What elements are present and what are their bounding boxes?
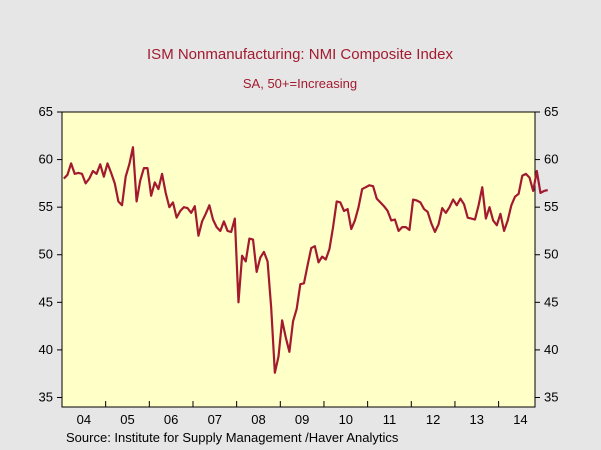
y-tick-label-right: 40 [544,342,558,357]
x-tick-label: 04 [77,412,91,427]
y-tick-label-left: 45 [39,294,53,309]
x-tick-label: 09 [295,412,309,427]
y-tick-label-left: 60 [39,152,53,167]
x-tick-label: 10 [339,412,353,427]
x-tick-label: 11 [383,412,397,427]
x-tick-label: 05 [120,412,134,427]
source-note: Source: Institute for Supply Management … [66,430,399,445]
x-tick-label: 07 [208,412,222,427]
y-tick-label-right: 55 [544,199,558,214]
x-tick-label: 14 [513,412,527,427]
y-tick-label-left: 35 [39,389,53,404]
y-axis-left: 35 40 45 50 55 60 65 [39,104,62,404]
y-axis-right: 35 40 45 50 55 60 65 [535,104,558,404]
y-tick-label-left: 40 [39,342,53,357]
x-tick-label: 13 [470,412,484,427]
y-tick-label-right: 35 [544,389,558,404]
chart-subtitle: SA, 50+=Increasing [243,76,357,91]
plot-area [61,111,536,408]
y-tick-label-right: 60 [544,152,558,167]
y-tick-label-left: 65 [39,104,53,119]
y-tick-label-right: 45 [544,294,558,309]
chart-title: ISM Nonmanufacturing: NMI Composite Inde… [147,46,453,63]
y-tick-label-left: 55 [39,199,53,214]
x-axis: 04 05 06 07 08 09 10 11 12 13 14 [61,401,536,427]
x-tick-label: 08 [251,412,265,427]
x-tick-label: 06 [164,412,178,427]
y-tick-label-right: 65 [544,104,558,119]
x-tick-label: 12 [426,412,440,427]
series-layer [63,146,549,374]
y-tick-label-left: 50 [39,247,53,262]
series-line [63,146,549,374]
y-tick-label-right: 50 [544,247,558,262]
